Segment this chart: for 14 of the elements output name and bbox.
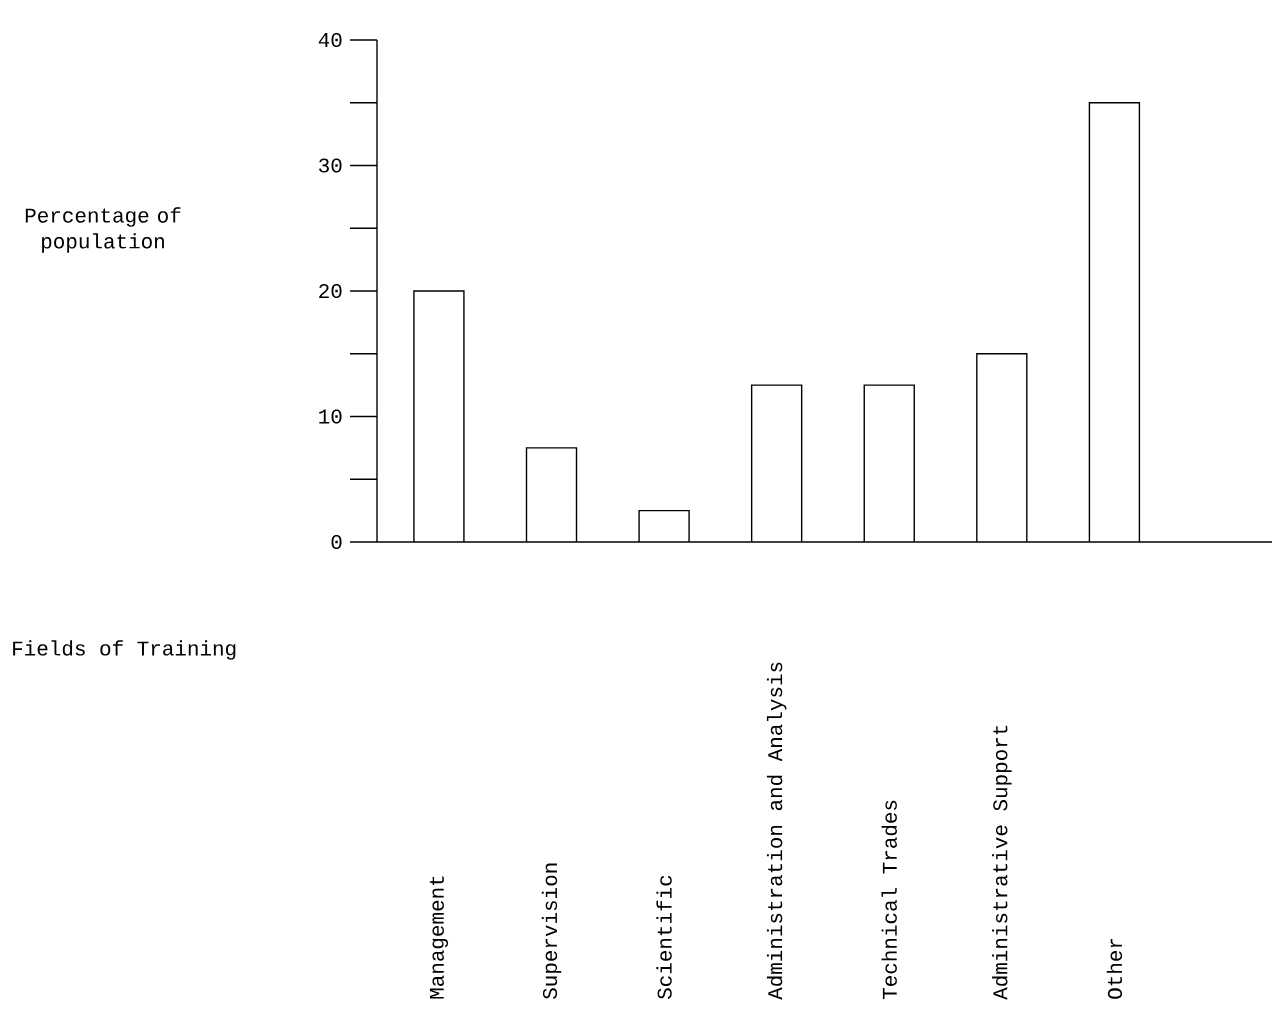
- x-tick-label: Management: [429, 876, 449, 999]
- text: Fields of Training: [13, 640, 236, 660]
- y-tick-label: 20: [319, 283, 342, 299]
- x-tick-label: Technical Trades: [881, 800, 897, 1000]
- x-tick-label: Supervision: [541, 863, 562, 1000]
- text: Percentage of population: [25, 207, 181, 253]
- x-tick-label: Administration and Analysis: [766, 662, 787, 1000]
- y-tick-label: 10: [319, 409, 342, 424]
- y-tick-label: 30: [319, 158, 342, 173]
- x-tick-label: Scientific: [656, 875, 672, 1000]
- y-tick-label: 40: [318, 32, 342, 48]
- x-tick-label: Other: [1106, 938, 1123, 999]
- y-tick-label: 0: [331, 534, 342, 550]
- x-tick-label: Administrative Support: [992, 725, 1012, 1000]
